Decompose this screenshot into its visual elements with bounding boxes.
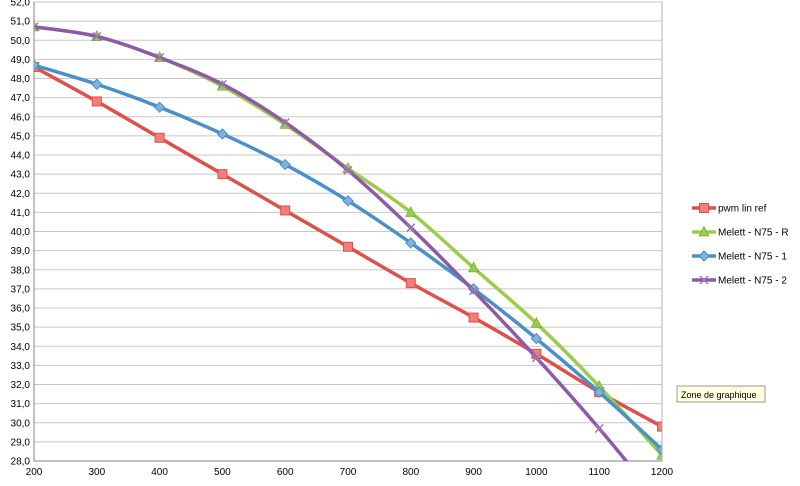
axes <box>33 2 662 462</box>
series-melett-n75-2-marker <box>343 165 353 175</box>
legend-item-melett-n75-2-marker <box>699 275 709 285</box>
legend-item-melett-n75-1-marker <box>698 250 710 262</box>
y-tick-label: 39,0 <box>11 246 31 257</box>
legend-item-pwm-lin-ref[interactable]: pwm lin ref <box>692 203 767 215</box>
series-melett-n75-1-marker <box>216 128 229 140</box>
x-tick-label: 900 <box>465 467 482 478</box>
y-tick-label: 46,0 <box>11 112 31 123</box>
series-melett-n75-1-marker <box>34 59 40 71</box>
series-melett-n75-1 <box>34 59 662 456</box>
x-tick-label: 1000 <box>525 467 548 478</box>
y-tick-label: 35,0 <box>11 323 31 334</box>
legend[interactable]: pwm lin ref Melett - N75 - R Melett - N75 … <box>692 203 789 287</box>
legend-item-melett-n75-2-label: Melett - N75 - 2 <box>718 276 787 287</box>
series-pwm-lin-ref-marker <box>468 312 479 323</box>
y-tick-label: 49,0 <box>11 55 31 66</box>
x-tick-label: 700 <box>340 467 357 478</box>
series-melett-n75-1-marker <box>656 443 662 456</box>
tooltip: Zone de graphique <box>676 385 766 403</box>
y-tick-label: 52,0 <box>11 0 31 9</box>
y-tick-label: 31,0 <box>11 399 31 410</box>
series-melett-n75-2-marker <box>34 22 39 32</box>
y-tick-label: 50,0 <box>11 36 31 47</box>
series-melett-n75-1-marker <box>153 101 166 113</box>
y-axis-tick-labels: 28,0 29,0 30,0 31,0 32,0 33,0 34,0 35,0 36,0 37,0… <box>11 0 31 468</box>
y-tick-label: 42,0 <box>11 189 31 200</box>
legend-item-melett-n75-r-label: Melett - N75 - R <box>718 228 789 239</box>
x-tick-label: 1100 <box>588 467 610 478</box>
y-tick-label: 40,0 <box>11 227 31 238</box>
series-melett-n75-2 <box>34 22 629 461</box>
series-pwm-lin-ref-marker <box>657 421 662 432</box>
legend-item-pwm-lin-ref-marker <box>699 203 709 213</box>
y-tick-label: 43,0 <box>11 170 31 181</box>
x-tick-label: 200 <box>26 467 43 478</box>
series-melett-n75-2-marker <box>280 117 290 128</box>
y-tick-label: 34,0 <box>11 342 31 353</box>
series-melett-n75-2-marker <box>217 79 227 89</box>
x-tick-label: 400 <box>151 467 168 478</box>
series-melett-n75-r-marker <box>405 206 417 217</box>
series-melett-n75-r-marker <box>467 261 480 273</box>
series-melett-n75-1-marker <box>530 332 543 345</box>
x-tick-label: 500 <box>214 467 231 478</box>
y-tick-label: 38,0 <box>11 265 31 276</box>
y-tick-label: 41,0 <box>11 208 31 219</box>
gridlines <box>34 1 662 443</box>
tooltip-text: Zone de graphique <box>681 390 757 400</box>
legend-item-melett-n75-r-marker <box>698 225 710 237</box>
y-tick-label: 36,0 <box>11 304 31 315</box>
series-pwm-lin-ref-marker <box>405 278 416 289</box>
series-melett-n75-r-marker <box>530 316 543 328</box>
x-tick-label: 300 <box>88 467 105 478</box>
y-tick-label: 51,0 <box>11 17 31 28</box>
y-tick-label: 44,0 <box>11 151 31 162</box>
series-melett-n75-2-marker <box>92 31 102 41</box>
legend-item-melett-n75-2[interactable]: Melett - N75 - 2 <box>692 275 787 287</box>
legend-item-melett-n75-1-label: Melett - N75 - 1 <box>718 252 787 263</box>
series-melett-n75-2-marker <box>469 286 479 296</box>
y-tick-label: 32,0 <box>11 380 31 391</box>
series-pwm-lin-ref-marker <box>343 241 353 252</box>
series-pwm-lin-ref-marker <box>91 96 102 107</box>
series-melett-n75-1-marker <box>91 78 103 90</box>
x-tick-label: 1200 <box>651 467 674 478</box>
y-tick-label: 29,0 <box>11 437 31 448</box>
series-melett-n75-1-marker <box>279 158 291 171</box>
series-melett-n75-2-marker <box>531 353 541 363</box>
series-melett-n75-2-marker <box>155 52 165 62</box>
series-melett-n75-1-marker <box>405 237 417 249</box>
x-tick-label: 800 <box>402 467 419 478</box>
tooltip-box <box>676 385 766 403</box>
y-tick-label: 47,0 <box>11 93 31 104</box>
legend-item-pwm-lin-ref-label: pwm lin ref <box>718 204 767 215</box>
series-pwm-lin-ref-marker <box>280 205 291 216</box>
series-melett-n75-2-marker <box>406 223 416 233</box>
y-tick-label: 28,0 <box>11 457 31 468</box>
series-melett-n75-1-marker <box>342 195 354 207</box>
series-lines <box>34 20 662 461</box>
y-tick-label: 33,0 <box>11 361 31 372</box>
series-melett-n75-1-marker <box>593 386 605 398</box>
legend-item-melett-n75-1[interactable]: Melett - N75 - 1 <box>692 250 787 263</box>
legend-item-melett-n75-r[interactable]: Melett - N75 - R <box>692 225 789 239</box>
y-tick-label: 30,0 <box>11 418 31 429</box>
y-tick-label: 37,0 <box>11 284 31 295</box>
series-pwm-lin-ref-marker <box>217 169 228 180</box>
series-melett-n75-2-line <box>34 25 629 461</box>
y-tick-label: 48,0 <box>11 74 31 85</box>
series-pwm-lin-ref-marker <box>154 132 165 143</box>
x-tick-label: 600 <box>277 467 294 478</box>
series-melett-n75-2-marker <box>594 423 604 434</box>
x-axis-tick-labels: 200 300 400 500 600 700 800 900 1000 1100 1200 <box>26 467 674 478</box>
y-tick-label: 45,0 <box>11 131 31 142</box>
